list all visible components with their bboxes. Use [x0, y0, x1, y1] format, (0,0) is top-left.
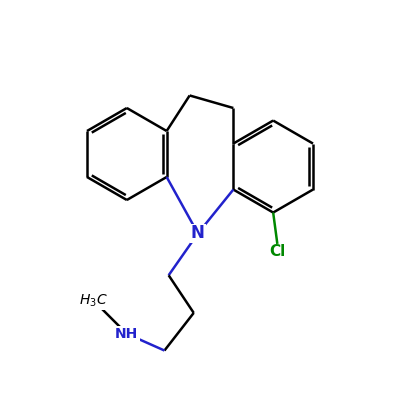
Text: $H_3C$: $H_3C$: [79, 292, 108, 308]
Text: NH: NH: [115, 327, 138, 341]
Text: Cl: Cl: [269, 244, 286, 259]
Text: N: N: [191, 224, 205, 242]
